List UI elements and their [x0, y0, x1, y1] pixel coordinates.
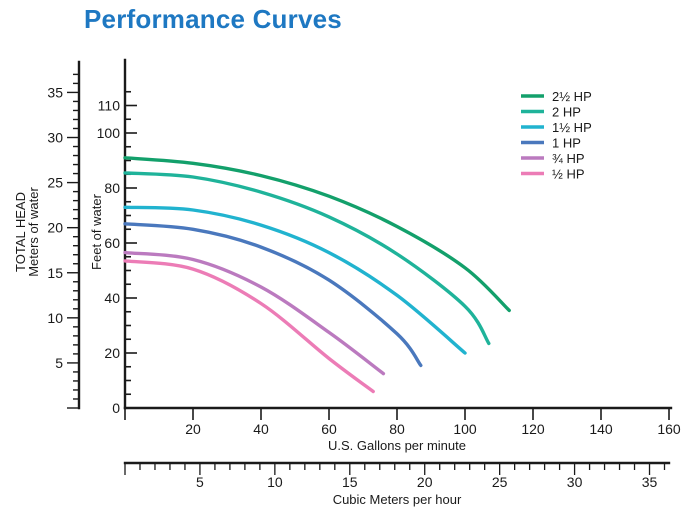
page-title: Performance Curves	[84, 4, 342, 34]
legend-label-4: 1 HP	[552, 136, 581, 151]
axes-group: 0 20 40 60 80 100 110 5 10 15 20 25 30 35 20 40 60 80 100 1…	[47, 58, 681, 490]
curve-series-2	[123, 171, 491, 346]
x-meters-tick-label: 30	[567, 474, 583, 490]
x-gallons-tick-label: 40	[253, 421, 269, 437]
x-meters-tick-label: 25	[492, 474, 508, 490]
x-secondary-axis-title: Cubic Meters per hour	[333, 492, 462, 507]
y-feet-tick-label: 110	[98, 98, 121, 114]
x-meters-tick-label: 5	[196, 474, 204, 490]
legend-label-1: 2½ HP	[552, 89, 592, 104]
x-gallons-tick-label: 20	[185, 421, 201, 437]
y-feet-tick-label: 40	[104, 290, 120, 306]
y-feet-tick-label: 20	[104, 345, 120, 361]
curve-series-6	[123, 259, 375, 394]
axis-labels-group: U.S. Gallons per minute Cubic Meters per …	[13, 187, 466, 507]
y-feet-tick-label: 0	[112, 400, 120, 416]
y-feet-tick-label: 60	[104, 235, 120, 251]
y-secondary-axis-title-line2: Meters of water	[26, 187, 41, 277]
x-meters-tick-label: 35	[642, 474, 658, 490]
y-feet-tick-label: 80	[104, 180, 120, 196]
y-meters-tick-label: 35	[47, 84, 63, 100]
y-axis-title: Feet of water	[89, 193, 104, 270]
x-meters-tick-label: 10	[267, 474, 283, 490]
curve-series-4	[123, 222, 423, 368]
legend-label-6: ½ HP	[552, 167, 585, 182]
curve-series-3	[123, 205, 467, 355]
x-gallons-tick-label: 100	[453, 421, 477, 437]
legend-label-5: ¾ HP	[552, 151, 585, 166]
x-gallons-tick-label: 60	[321, 421, 337, 437]
x-meters-tick-label: 20	[417, 474, 433, 490]
x-meters-tick-label: 15	[342, 474, 358, 490]
legend-label-3: 1½ HP	[552, 120, 592, 135]
curve-series-5	[123, 250, 386, 376]
y-meters-tick-label: 10	[47, 310, 63, 326]
legend-label-2: 2 HP	[552, 105, 581, 120]
y-meters-tick-label: 25	[47, 175, 63, 191]
x-gallons-tick-label: 140	[589, 421, 613, 437]
x-gallons-tick-label: 160	[657, 421, 681, 437]
x-axis-title: U.S. Gallons per minute	[328, 438, 466, 453]
y-meters-tick-label: 5	[55, 355, 63, 371]
x-gallons-tick-label: 80	[389, 421, 405, 437]
curves-group	[123, 156, 511, 394]
y-meters-tick-label: 15	[47, 265, 63, 281]
y-secondary-axis-title-line1: TOTAL HEAD	[13, 192, 28, 272]
curve-series-1	[123, 156, 511, 313]
x-gallons-tick-label: 120	[521, 421, 545, 437]
y-meters-tick-label: 30	[47, 130, 63, 146]
y-meters-tick-label: 20	[47, 220, 63, 236]
y-feet-tick-label: 100	[97, 125, 121, 141]
